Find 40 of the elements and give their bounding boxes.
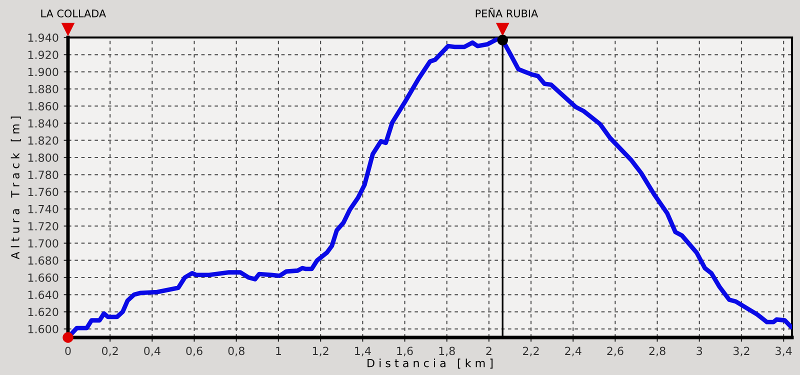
y-tick-label: 1.760: [28, 188, 58, 196]
x-tick-label: 2,4: [565, 346, 582, 356]
x-tick-label: 0,6: [186, 346, 202, 356]
x-tick-label: 2: [486, 346, 492, 355]
y-tick-label: 1.660: [28, 273, 58, 282]
x-tick-label: 3,2: [734, 346, 750, 356]
x-axis-title: D i s t a n c i a [ k m ]: [368, 358, 493, 369]
y-tick-label: 1.820: [28, 136, 58, 145]
y-tick-label: 1.920: [28, 50, 58, 60]
y-axis-title: A l t u r a T r a c k [ m ]: [10, 116, 21, 260]
y-tick-label: 1.700: [28, 239, 58, 248]
y-tick-label: 1.940: [28, 33, 58, 42]
x-tick-label: 1: [276, 346, 281, 355]
y-tick-label: 1.900: [28, 68, 58, 76]
y-tick-label: 1.800: [28, 153, 58, 162]
y-tick-label: 1.600: [28, 324, 58, 334]
y-tick-label: 1.620: [28, 308, 58, 316]
x-tick-label: 2,6: [607, 346, 624, 356]
x-tick-label: 3: [696, 346, 702, 356]
y-tick-label: 1.880: [28, 84, 58, 94]
x-tick-label: 0: [65, 346, 71, 356]
y-tick-label: 1.740: [28, 204, 58, 214]
x-tick-label: 0,2: [102, 346, 118, 356]
y-tick-label: 1.680: [28, 256, 58, 265]
x-tick-label: 3,4: [776, 346, 792, 356]
x-tick-label: 0,8: [228, 346, 244, 356]
x-tick-label: 2,2: [523, 346, 539, 356]
x-tick-label: 2,8: [649, 346, 666, 356]
text: LA COLLADA: [41, 10, 106, 18]
y-tick-label: 1.780: [28, 170, 58, 180]
x-tick-label: 1,2: [312, 346, 328, 356]
y-tick-label: 1.640: [28, 290, 58, 300]
x-tick-label: 1,6: [397, 346, 413, 356]
x-tick-label: 1,4: [355, 346, 371, 356]
x-tick-label: 0,4: [144, 346, 160, 356]
y-tick-label: 1.860: [28, 102, 58, 110]
y-tick-label: 1.840: [28, 119, 58, 128]
y-tick-label: 1.720: [28, 222, 58, 230]
x-tick-label: 1,8: [439, 346, 455, 356]
ref-line-label: PEÑA RUBIA: [476, 8, 538, 18]
